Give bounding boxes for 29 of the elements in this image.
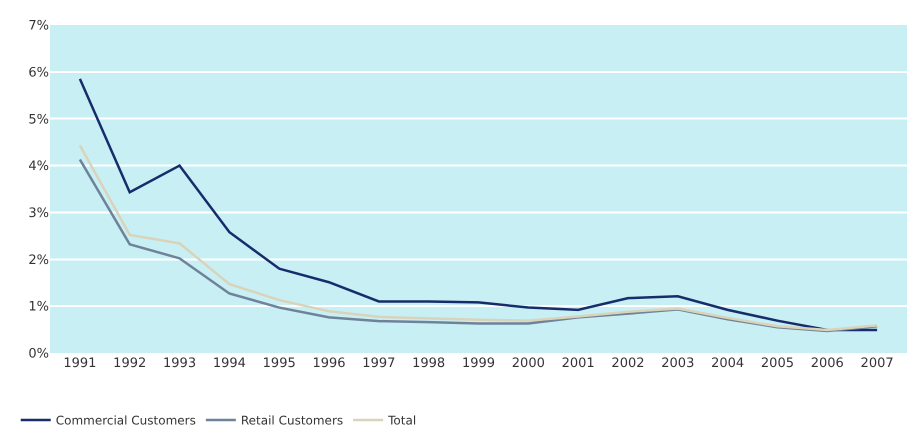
x-tick-label: 1997: [362, 356, 396, 371]
x-tick-label: 1998: [412, 356, 446, 371]
y-tick-label: 3%: [28, 206, 49, 221]
y-tick-label: 2%: [28, 252, 49, 268]
x-tick-label: 1993: [163, 356, 196, 371]
y-tick-label: 6%: [28, 65, 49, 80]
x-tick-label: 2001: [562, 356, 595, 371]
y-tick-label: 5%: [28, 112, 49, 128]
x-tick-label: 2003: [661, 356, 694, 371]
x-tick-label: 2000: [512, 356, 545, 371]
x-tick-label: 1994: [212, 356, 246, 371]
legend-label: Retail Customers: [240, 414, 344, 428]
x-tick-label: 2002: [611, 356, 645, 371]
x-tick-label: 1999: [462, 356, 496, 371]
y-tick-label: 7%: [28, 18, 49, 34]
x-tick-label: 1996: [312, 356, 346, 371]
x-tick-label: 2005: [760, 356, 794, 371]
x-tick-label: 1991: [63, 356, 96, 371]
legend-label: Commercial Customers: [56, 414, 196, 428]
x-tick-label: 1995: [262, 356, 296, 371]
legend-label: Total: [387, 414, 416, 428]
x-tick-label: 1992: [113, 356, 146, 371]
y-tick-label: 0%: [28, 346, 49, 362]
x-tick-label: 2006: [810, 356, 844, 371]
x-tick-label: 2007: [860, 356, 894, 371]
y-tick-label: 4%: [28, 159, 49, 174]
y-tick-label: 1%: [28, 300, 49, 315]
x-tick-label: 2004: [711, 356, 744, 371]
line-series: [78, 78, 878, 332]
